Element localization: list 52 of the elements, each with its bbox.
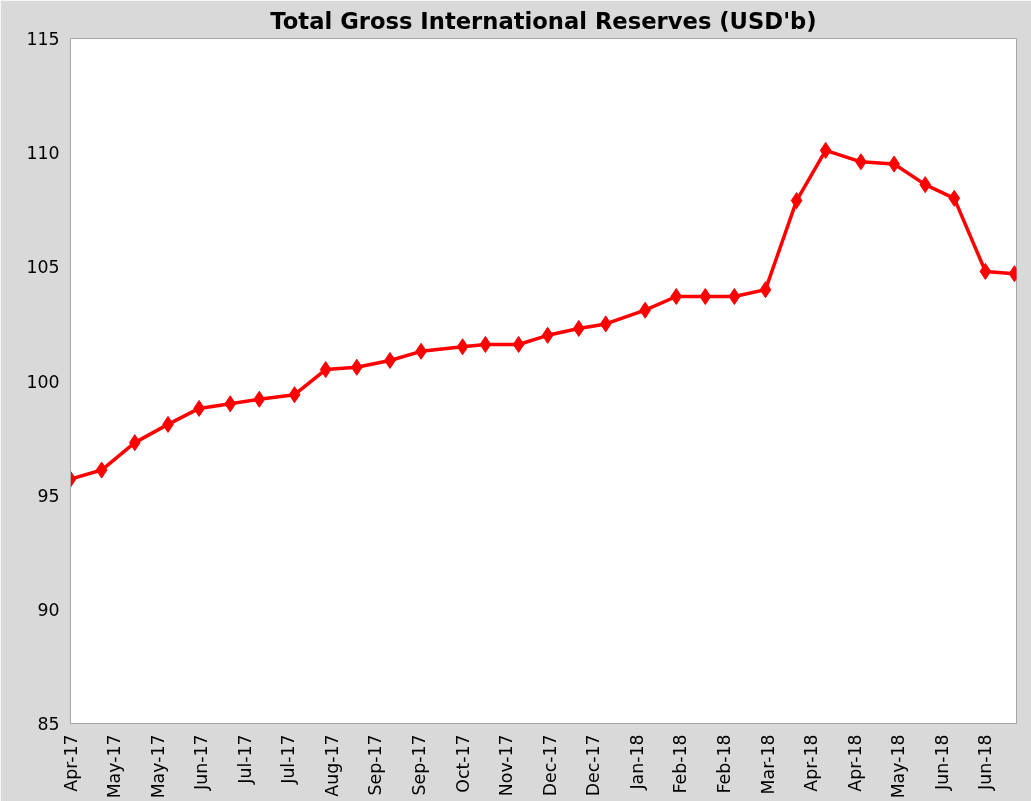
point [979,262,992,280]
x-tick-label: Aug-17 [321,734,342,797]
x-tick-label: Oct-17 [452,734,473,793]
point [599,315,612,333]
point [572,319,585,337]
y-tick-label: 95 [37,485,60,506]
x-tick-label: Jun-17 [191,734,212,791]
x-tick-label: Mar-18 [757,734,778,795]
point [128,434,141,452]
x-tick-label: Nov-17 [496,734,517,797]
y-tick-label: 85 [37,714,60,734]
x-tick-label: Jan-18 [626,734,647,791]
x-tick-label: May-17 [104,734,125,799]
point [541,326,554,344]
y-tick-label: 110 [26,143,60,164]
y-tick-label: 105 [26,257,60,278]
x-tick-label: Sep-17 [409,734,430,796]
y-tick-label: 90 [37,599,60,620]
x-tick-label: Dec-17 [539,734,560,797]
x-tick-label: Jun-18 [931,734,952,791]
point [456,338,469,356]
point [948,189,961,207]
point [790,192,803,210]
x-tick-label: Apr-18 [801,734,822,792]
x-tick-label: Apr-17 [60,734,81,792]
point [224,395,237,413]
x-tick-label: May-17 [147,734,168,799]
x-tick-label: Jun-18 [975,734,996,791]
point [819,141,832,159]
x-tick-label: Apr-18 [844,734,865,792]
x-tick-label: Sep-17 [365,734,386,796]
point [350,358,363,376]
point [512,335,525,353]
point [670,288,683,306]
point [919,176,932,194]
point [479,335,492,353]
chart-title: Total Gross International Reserves (USD'b) [270,7,817,34]
point [759,281,772,299]
point [699,288,712,306]
y-tick-label: 115 [26,29,60,49]
point [728,288,741,306]
point [319,361,332,379]
x-tick-label: Feb-18 [713,734,734,794]
point [288,386,301,404]
point [95,461,108,479]
y-tick-label: 100 [26,371,60,392]
x-tick-label: May-18 [888,734,909,799]
point [253,390,266,408]
x-tick-label: Jul-17 [278,734,299,785]
x-tick-label: Dec-17 [583,734,604,797]
x-tick-label: Jul-17 [234,734,255,785]
x-tick-label: Feb-18 [670,734,691,794]
